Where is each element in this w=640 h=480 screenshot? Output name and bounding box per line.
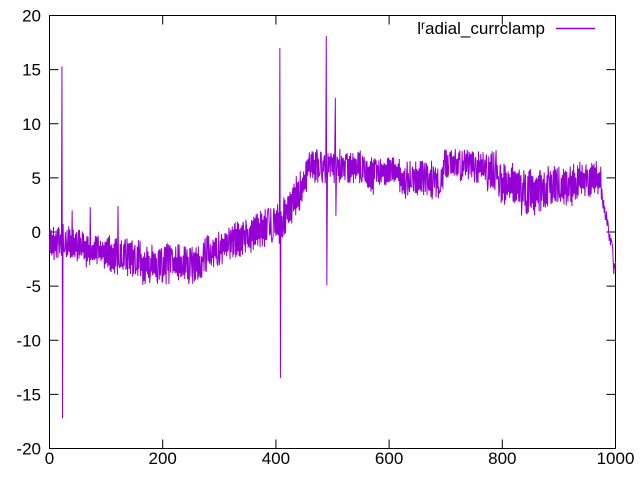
legend-label-superscript: r [421,18,425,32]
x-tick-label: 600 [375,449,403,468]
plot-border [49,15,616,449]
series-line [49,36,616,419]
y-tick-label: -5 [26,277,41,296]
y-tick-label: -10 [16,331,41,350]
x-tick-label: 400 [262,449,290,468]
plot-area [49,36,616,419]
x-tick-label: 0 [45,449,54,468]
y-tick-label: 5 [32,169,41,188]
y-tick-label: 15 [22,61,41,80]
x-tick-label: 1000 [597,449,635,468]
axis-ticks [49,15,616,449]
legend-label-rest: adial_currclamp [425,19,545,38]
y-tick-label: 10 [22,115,41,134]
y-tick-label: -15 [16,385,41,404]
x-tick-label: 200 [149,449,177,468]
legend-label: lradial_currclamp [417,18,545,38]
axis-tick-labels: 0 200 400 600 800 1000 20 15 10 5 0 -5 -10 -15 -20 [16,7,634,469]
legend: lradial_currclamp [417,18,595,38]
y-tick-label: 20 [22,7,41,26]
x-tick-label: 800 [488,449,516,468]
y-tick-label: 0 [32,223,41,242]
legend-label-prefix: l [417,19,421,38]
y-tick-label: -20 [16,440,41,459]
